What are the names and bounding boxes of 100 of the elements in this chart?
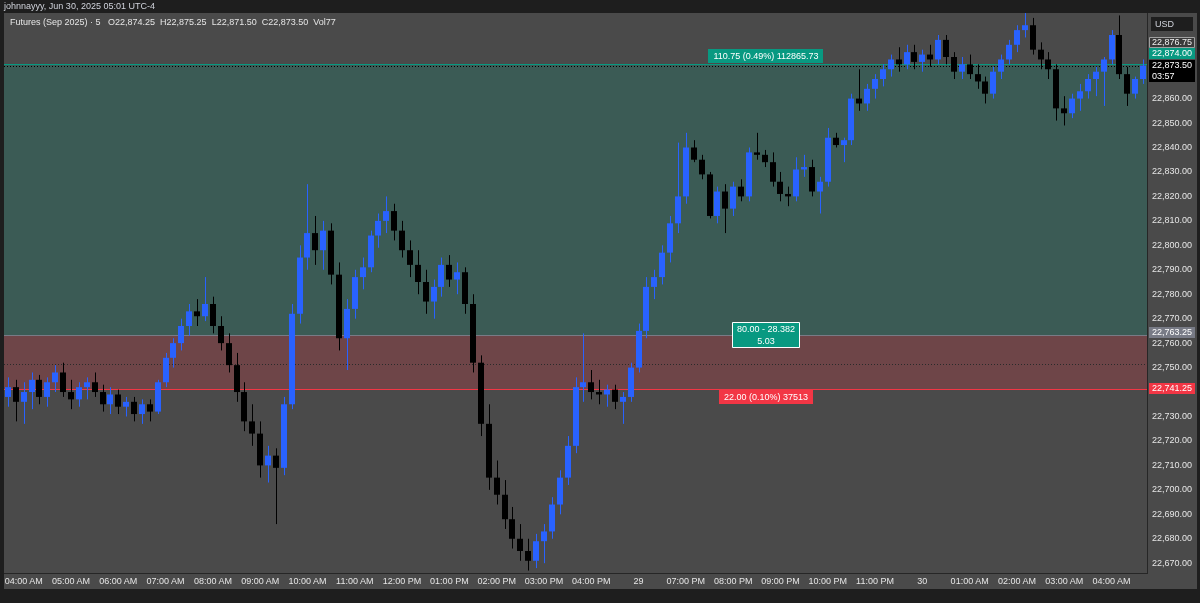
- candlestick: [494, 460, 500, 506]
- y-tick-label: 22,760.00: [1152, 337, 1193, 348]
- candlestick: [990, 66, 996, 100]
- candlestick: [438, 257, 444, 298]
- ref-line-label: 22,741.25: [1152, 383, 1193, 394]
- candlestick: [959, 56, 965, 80]
- candlestick: [147, 398, 153, 422]
- candlestick: [1077, 83, 1083, 112]
- candlestick: [44, 376, 50, 408]
- candlestick: [880, 63, 886, 87]
- candlestick: [998, 54, 1004, 80]
- band-label: 22.00 (0.10%) 37513: [723, 391, 809, 402]
- candlestick: [699, 154, 705, 180]
- band-label: 110.75 (0.49%) 112865.73: [713, 50, 819, 61]
- candlestick: [864, 83, 870, 112]
- x-tick-label: 11:00 AM: [336, 575, 374, 586]
- candlestick: [738, 178, 744, 202]
- x-tick-label: 04:00 AM: [4, 575, 43, 586]
- candlestick: [517, 523, 523, 562]
- y-tick-label: 22,700.00: [1152, 484, 1193, 495]
- y-tick-label: 22,670.00: [1152, 557, 1193, 568]
- candlestick: [801, 154, 807, 178]
- y-tick-label: 22,720.00: [1152, 435, 1193, 446]
- y-tick-label: 22,820.00: [1152, 190, 1193, 201]
- candlestick: [52, 364, 58, 393]
- candlestick: [226, 332, 232, 373]
- candlestick: [36, 374, 42, 405]
- candlestick: [1124, 66, 1130, 107]
- x-tick-label: 06:00 AM: [99, 575, 138, 586]
- chart-title: johnnayyy, Jun 30, 2025 05:01 UTC-4: [4, 0, 155, 13]
- y-axis-title: USD: [1155, 18, 1175, 29]
- candlestick: [249, 403, 255, 447]
- candlestick: [29, 371, 35, 410]
- x-tick-label: 08:00 AM: [193, 575, 232, 586]
- x-tick-label: 11:00 PM: [856, 575, 894, 586]
- x-tick-label: 03:00 PM: [524, 575, 564, 586]
- candlestick: [943, 34, 949, 65]
- y-tick-label: 22,810.00: [1152, 215, 1193, 226]
- candlestick: [170, 337, 176, 369]
- x-tick-label: 07:00 AM: [146, 575, 185, 586]
- candlestick: [431, 279, 437, 320]
- x-tick-label: 04:00 AM: [1092, 575, 1131, 586]
- candlestick: [525, 538, 531, 572]
- candlestick: [777, 171, 783, 202]
- candlestick: [1061, 95, 1067, 126]
- y-tick-label: 22,750.00: [1152, 362, 1193, 373]
- candlestick: [612, 384, 618, 410]
- y-tick-label: 22,690.00: [1152, 508, 1193, 519]
- candlestick: [123, 396, 129, 417]
- x-tick-label: 01:00 PM: [430, 575, 469, 586]
- x-tick-label: 10:00 AM: [288, 575, 327, 586]
- x-tick-label: 09:00 PM: [761, 575, 800, 586]
- candlestick: [1006, 39, 1012, 65]
- candlestick: [935, 34, 941, 65]
- candlestick: [210, 296, 216, 334]
- x-tick-label: 02:00 AM: [997, 575, 1036, 586]
- candlestick: [872, 73, 878, 100]
- candlestick: [415, 249, 421, 295]
- x-tick-label: 30: [917, 575, 928, 586]
- candlestick: [1132, 76, 1138, 100]
- candlestick: [399, 220, 405, 259]
- candlestick: [454, 261, 460, 295]
- y-tick-label: 22,780.00: [1152, 288, 1193, 299]
- candlestick: [186, 303, 192, 337]
- candlestick: [92, 371, 98, 398]
- ref-line-label: 22,874.00: [1152, 48, 1193, 59]
- candlestick: [904, 44, 910, 70]
- candlestick: [5, 376, 11, 408]
- candlestick: [320, 220, 326, 271]
- candlestick: [533, 533, 539, 569]
- candlestick: [391, 203, 397, 241]
- x-tick-label: 03:00 AM: [1045, 575, 1084, 586]
- candlestick: [312, 215, 318, 266]
- candlestick: [107, 386, 113, 415]
- candlestick: [888, 54, 894, 78]
- candlestick: [691, 139, 697, 163]
- annotation: 80.00 - 28.382 5.03: [736, 323, 796, 346]
- candlestick: [588, 369, 594, 400]
- candlestick: [194, 298, 200, 327]
- candlestick: [770, 151, 776, 188]
- x-tick-label: 29: [633, 575, 644, 586]
- x-tick-label: 09:00 AM: [241, 575, 280, 586]
- y-tick-label: 22,730.00: [1152, 410, 1193, 421]
- candlestick: [84, 376, 90, 400]
- candlestick: [919, 49, 925, 73]
- text: 22,876.75: [1152, 37, 1193, 48]
- candlestick: [423, 269, 429, 315]
- y-tick-label: 22,680.00: [1152, 533, 1193, 544]
- candlestick: [383, 195, 389, 234]
- candlestick: [115, 389, 121, 415]
- candlestick: [273, 447, 279, 525]
- x-tick-label: 04:00 PM: [572, 575, 611, 586]
- ref-line-label: 22,873.50 03:57: [1152, 60, 1193, 82]
- candlestick: [139, 398, 145, 425]
- candlestick: [375, 213, 381, 249]
- candlestick: [60, 362, 66, 398]
- candlestick: [446, 254, 452, 288]
- candlestick: [13, 379, 19, 422]
- candlestick: [218, 315, 224, 351]
- chart-subtitle: Futures (Sep 2025) · 5 O22,874.25 H22,875.25 L22,871.50 C22,873.50 Vol77: [10, 16, 336, 28]
